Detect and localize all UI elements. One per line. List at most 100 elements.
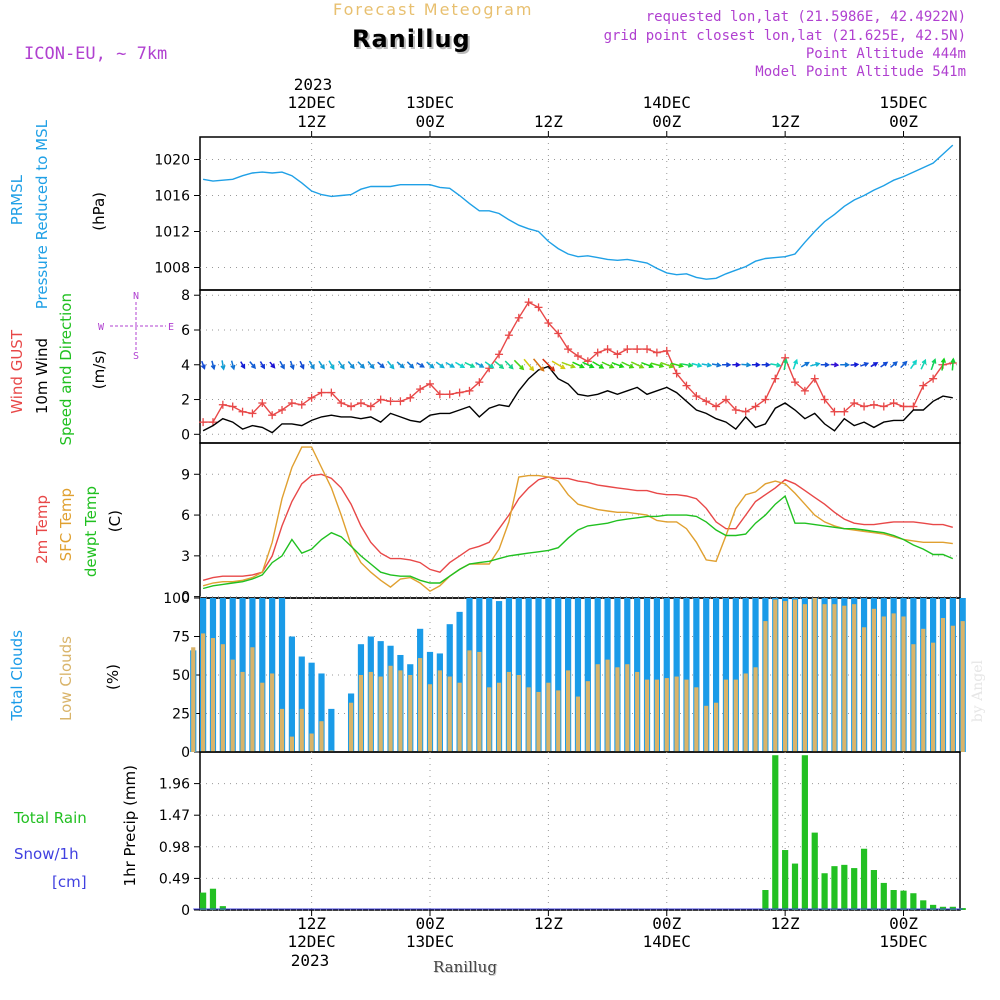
wind-arrow-head — [940, 357, 947, 364]
wind-arrow-head — [735, 362, 741, 368]
wind-arrow-head — [844, 362, 851, 368]
rain-bar — [860, 848, 868, 910]
clouds-ytick-label: 75 — [172, 630, 190, 646]
total-cloud-bar — [643, 598, 651, 752]
wind-arrow-head — [882, 361, 889, 367]
low-cloud-bar — [201, 633, 206, 752]
bottom-axis-hour-label: 00Z — [652, 914, 682, 933]
bottom-axis-day-label: 15DEC — [879, 932, 928, 951]
wind-arrow-head — [289, 364, 295, 371]
bottom-axis-day-label: 12DEC — [287, 932, 336, 951]
wind-arrow-head — [260, 363, 265, 370]
bottom-axis-hour-label: 12Z — [533, 914, 563, 933]
wind-arrow-head — [470, 363, 476, 368]
low-cloud-bar — [279, 708, 285, 752]
wind-arrow-head — [618, 363, 625, 369]
low-cloud-bar — [408, 675, 413, 752]
low-cloud-bar — [447, 676, 452, 752]
wind-arrow — [504, 360, 514, 369]
rain-bar — [219, 906, 226, 910]
rain-bar — [841, 864, 848, 910]
low-cloud-bar — [556, 690, 561, 752]
wind-arrow-head — [696, 362, 703, 368]
wind-arrow-head — [824, 362, 831, 368]
low-cloud-bar — [418, 658, 423, 752]
total-cloud-bar — [318, 673, 325, 752]
low-cloud-bar — [694, 687, 699, 752]
top-axis-hour-label: 00Z — [652, 112, 682, 131]
total-cloud-bar — [722, 598, 730, 752]
wind-arrow-head — [716, 362, 722, 368]
low-cloud-bar — [546, 682, 551, 752]
wind-arrow — [601, 361, 614, 369]
wind-ytick-label: 2 — [181, 393, 190, 409]
low-cloud-bar — [704, 705, 709, 752]
total-cloud-bar — [278, 598, 286, 752]
rain-bar — [900, 890, 907, 910]
series-sfc-temp — [202, 446, 953, 593]
rain-bar — [920, 900, 927, 910]
wind-arrow-head — [529, 366, 535, 372]
bottom-axis-hour-label: 00Z — [889, 914, 918, 933]
low-cloud-bar — [822, 604, 827, 752]
low-cloud-bar — [842, 605, 847, 752]
total-cloud-bar — [673, 598, 680, 752]
series-prmsl — [202, 144, 954, 280]
low-cloud-bar — [921, 628, 926, 752]
wind-arrow-head — [560, 364, 566, 370]
low-cloud-bar — [260, 682, 265, 752]
rain-bar — [782, 850, 789, 910]
wind-arrow — [551, 360, 565, 369]
low-cloud-bar — [299, 708, 304, 752]
low-cloud-bar — [467, 650, 472, 752]
low-cloud-bar — [792, 599, 798, 752]
rain-bar — [811, 832, 818, 910]
total-cloud-bar — [308, 662, 315, 752]
low-cloud-bar — [950, 625, 955, 752]
precip-ytick-label: 1.96 — [159, 777, 190, 793]
wind-arrow-head — [639, 363, 645, 369]
low-cloud-bar — [526, 687, 531, 752]
total-cloud-bar — [486, 598, 493, 752]
wind-arrow — [660, 361, 674, 368]
low-cloud-bar — [832, 604, 837, 752]
top-axis-day-label: 13DEC — [405, 93, 455, 112]
total-cloud-bar — [712, 598, 720, 752]
label-snow: Snow/1h — [14, 845, 79, 863]
top-axis-hour-label: 12Z — [770, 112, 800, 131]
wind-arrow-head — [776, 362, 782, 368]
low-cloud-bar — [289, 736, 294, 752]
wind-arrow-head — [950, 357, 956, 364]
rain-bar — [791, 863, 799, 910]
rain-bar — [890, 890, 897, 910]
low-cloud-bar — [684, 679, 689, 752]
top-axis-hour-label: 12Z — [297, 112, 327, 131]
low-cloud-bar — [437, 670, 442, 752]
wind-arrow-head — [508, 364, 514, 370]
rain-bar — [821, 873, 828, 910]
low-cloud-bar — [635, 671, 640, 752]
low-cloud-bar — [487, 687, 492, 752]
temperature-ytick-label: 0 — [181, 590, 190, 606]
bottom-axis-year: 2023 — [290, 951, 330, 970]
compass-e: E — [168, 322, 174, 333]
wind-ytick-label: 8 — [181, 288, 190, 304]
low-cloud-bar — [960, 621, 965, 752]
wind-arrow-head — [240, 363, 246, 370]
series-dewpt-temp — [202, 494, 954, 590]
wind-arrow-head — [902, 360, 908, 366]
total-cloud-bar — [328, 708, 335, 752]
wind-arrow-head — [399, 363, 405, 369]
wind-arrow-head — [598, 363, 605, 369]
low-cloud-bar — [723, 679, 729, 752]
rain-bar — [870, 870, 878, 910]
temperature-ytick-label: 3 — [181, 549, 190, 565]
bottom-axis-hour-label: 12Z — [770, 914, 800, 933]
top-axis-year: 2023 — [293, 75, 333, 94]
wind-arrow-head — [648, 363, 655, 369]
wind-arrow-head — [359, 363, 366, 369]
low-cloud-bar — [496, 682, 502, 752]
pressure-ytick-label: 1016 — [154, 189, 190, 205]
low-cloud-bar — [773, 599, 778, 752]
low-cloud-bar — [940, 618, 946, 752]
